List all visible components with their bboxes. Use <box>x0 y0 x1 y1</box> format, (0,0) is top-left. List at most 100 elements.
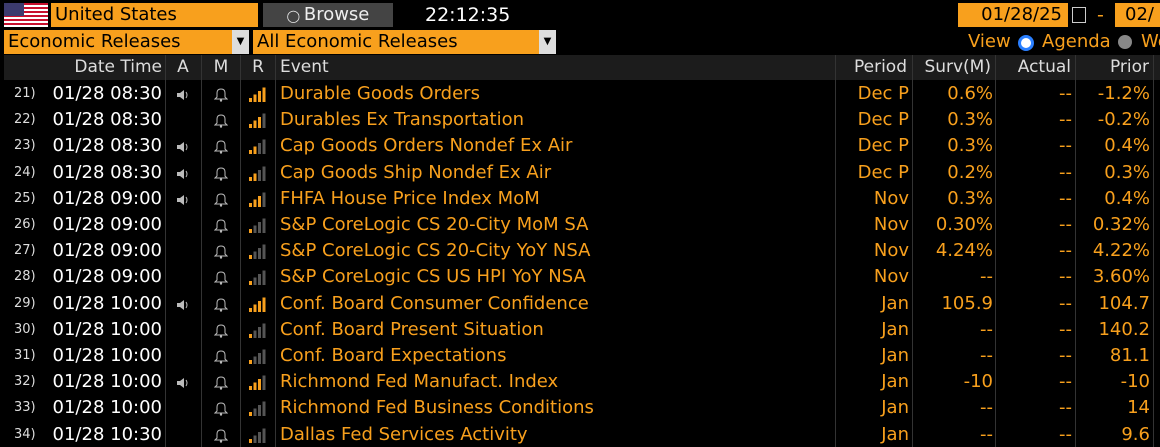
row-number: 22) <box>14 112 36 128</box>
bell-icon[interactable] <box>213 217 229 233</box>
radio-week[interactable] <box>1118 35 1132 49</box>
column-divider <box>835 55 836 447</box>
date-to[interactable]: 02/ <box>1115 3 1160 27</box>
bell-icon[interactable] <box>213 400 229 417</box>
actual: -- <box>1059 371 1072 393</box>
alert-icon[interactable] <box>176 167 190 179</box>
column-header[interactable]: Surv(M) <box>924 57 991 77</box>
view-option: We <box>1141 31 1160 52</box>
prior: -0.2% <box>1097 109 1150 131</box>
row-number: 32) <box>14 374 36 390</box>
prior: 4.22% <box>1092 240 1150 262</box>
row-number: 24) <box>14 164 36 180</box>
date-time: 01/28 09:00 <box>52 266 162 288</box>
event-name[interactable]: Richmond Fed Business Conditions <box>280 397 594 419</box>
dropdown-arrow[interactable]: ▼ <box>232 30 249 54</box>
bell-icon[interactable] <box>213 86 229 102</box>
column-divider <box>1153 55 1154 447</box>
bell-icon[interactable] <box>213 243 229 259</box>
survey: -- <box>980 423 993 445</box>
bell-icon[interactable] <box>213 374 229 390</box>
date-separator: - <box>1097 4 1104 26</box>
bell-icon[interactable] <box>213 427 229 443</box>
bell-icon[interactable] <box>213 296 229 312</box>
country-field[interactable]: United States <box>51 3 258 27</box>
event-name[interactable]: Durables Ex Transportation <box>280 109 525 131</box>
event-name[interactable]: Dallas Fed Services Activity <box>280 423 528 445</box>
relevance-icon <box>249 191 267 207</box>
date-time: 01/28 08:30 <box>52 161 162 183</box>
column-header[interactable]: Event <box>280 57 329 77</box>
source-dropdown[interactable]: Economic Releases <box>4 30 232 54</box>
alert-icon[interactable] <box>176 88 190 100</box>
event-name[interactable]: FHFA House Price Index MoM <box>280 187 540 209</box>
event-name[interactable]: Cap Goods Orders Nondef Ex Air <box>280 135 573 157</box>
prior: -1.2% <box>1097 83 1150 104</box>
bell-icon[interactable] <box>213 348 229 364</box>
bell-icon[interactable] <box>213 269 229 286</box>
actual: -- <box>1059 187 1072 209</box>
column-header[interactable]: Date Time <box>74 57 162 77</box>
actual: -- <box>1059 240 1072 262</box>
date-time: 01/28 10:00 <box>52 345 162 366</box>
actual: -- <box>1059 214 1072 235</box>
actual: -- <box>1059 318 1072 340</box>
bell-icon[interactable] <box>213 112 229 128</box>
dropdown-arrow[interactable]: ▼ <box>539 30 556 54</box>
actual: -- <box>1059 266 1072 288</box>
survey: -- <box>980 345 993 366</box>
column-header[interactable]: A <box>177 57 189 77</box>
row-number: 27) <box>14 243 36 259</box>
radio-agenda[interactable] <box>1018 35 1034 51</box>
survey: 4.24% <box>935 240 993 262</box>
relevance-icon <box>249 243 267 260</box>
period: Dec P <box>857 109 909 131</box>
column-header[interactable]: Actual <box>1017 57 1071 77</box>
event-name[interactable]: S&P CoreLogic CS 20-City YoY NSA <box>280 240 591 262</box>
event-name[interactable]: Durable Goods Orders <box>280 83 480 104</box>
date-from[interactable]: 01/28/25 <box>958 3 1068 27</box>
table-header <box>4 55 1160 80</box>
survey: 0.3% <box>947 135 993 157</box>
us-flag <box>4 3 48 27</box>
column-header[interactable]: M <box>213 57 229 77</box>
prior: 81.1 <box>1109 345 1150 366</box>
survey: 0.3% <box>947 187 993 209</box>
bell-icon[interactable] <box>213 191 229 207</box>
period: Nov <box>873 214 909 235</box>
alert-icon[interactable] <box>176 298 190 310</box>
date-time: 01/28 09:00 <box>52 214 162 235</box>
browse-button[interactable]: ◯ Browse <box>263 3 393 27</box>
alert-icon[interactable] <box>176 376 190 389</box>
column-header[interactable]: Period <box>853 57 907 77</box>
actual: -- <box>1059 161 1072 183</box>
calendar-icon[interactable] <box>1072 7 1086 23</box>
bell-icon[interactable] <box>213 138 229 155</box>
alert-icon[interactable] <box>176 193 190 205</box>
view-label: View <box>968 31 1011 52</box>
alert-icon[interactable] <box>176 140 190 153</box>
row-number: 25) <box>14 190 36 206</box>
relevance-icon <box>249 112 267 129</box>
bell-icon[interactable] <box>213 322 229 338</box>
prior: 0.32% <box>1092 214 1150 235</box>
event-name[interactable]: Conf. Board Consumer Confidence <box>280 292 589 314</box>
event-name[interactable]: S&P CoreLogic CS 20-City MoM SA <box>280 214 589 235</box>
category-dropdown[interactable]: All Economic Releases <box>253 30 539 54</box>
event-name[interactable]: Conf. Board Expectations <box>280 345 507 366</box>
bell-icon[interactable] <box>213 165 229 181</box>
date-time: 01/28 10:00 <box>52 397 162 419</box>
event-name[interactable]: Cap Goods Ship Nondef Ex Air <box>280 161 552 183</box>
event-name[interactable]: Conf. Board Present Situation <box>280 318 544 340</box>
event-name[interactable]: Richmond Fed Manufact. Index <box>280 371 559 393</box>
survey: 0.30% <box>935 214 993 235</box>
relevance-icon <box>249 217 267 233</box>
row-number: 26) <box>14 217 36 232</box>
relevance-icon <box>249 400 267 417</box>
column-header[interactable]: R <box>252 57 264 77</box>
survey: -10 <box>963 371 993 393</box>
relevance-icon <box>249 86 267 102</box>
event-name[interactable]: S&P CoreLogic CS US HPI YoY NSA <box>280 266 586 288</box>
column-header[interactable]: Prior <box>1109 57 1149 77</box>
